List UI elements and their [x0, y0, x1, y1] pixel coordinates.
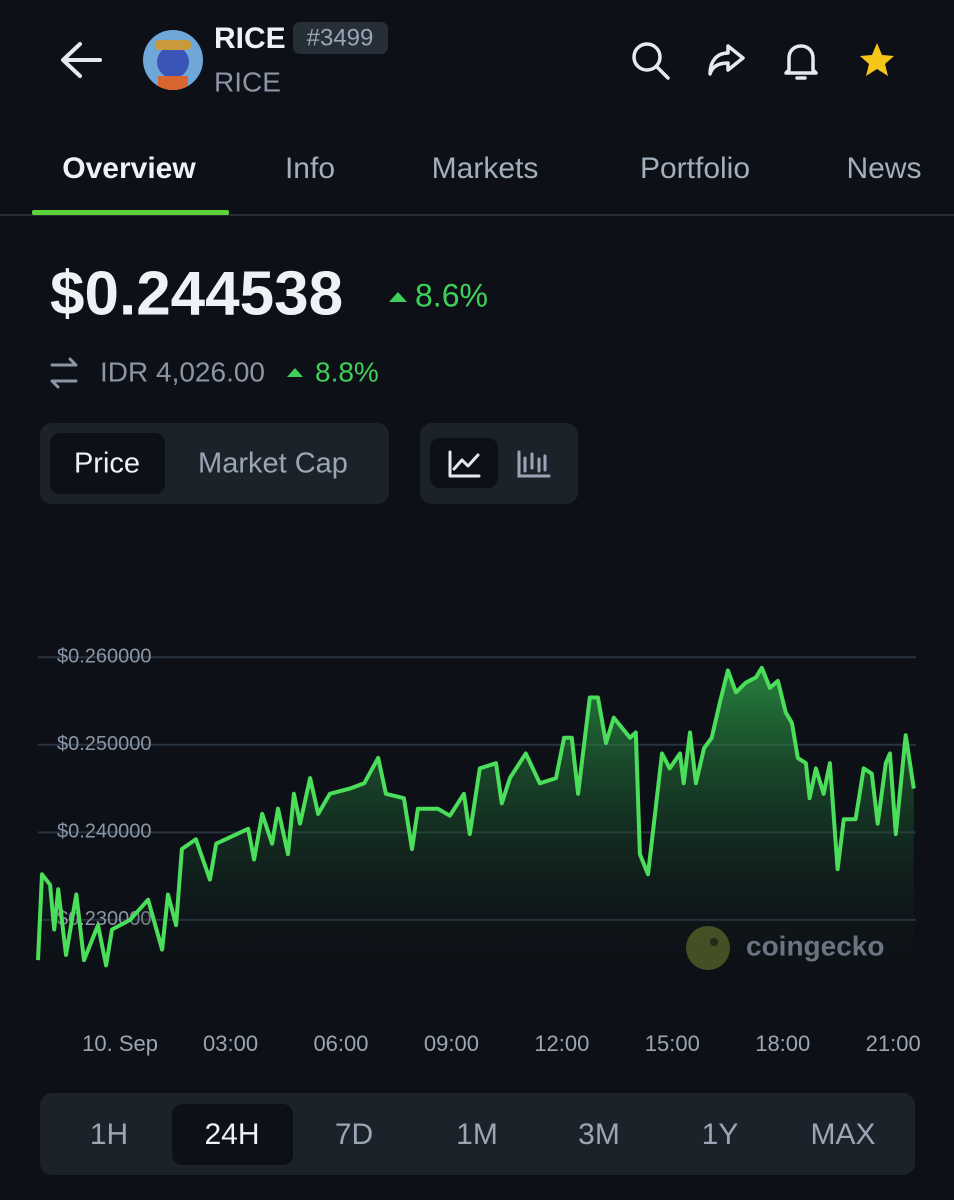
tab[interactable]: Overview: [62, 152, 196, 185]
watermark: coingecko: [686, 926, 884, 970]
x-tick-label: 03:00: [203, 1031, 258, 1056]
range-option[interactable]: 1M: [456, 1118, 498, 1151]
share-icon[interactable]: [708, 44, 745, 76]
y-tick-label: $0.260000: [57, 646, 152, 668]
toggle-price[interactable]: Price: [74, 448, 140, 480]
range-option[interactable]: 1H: [90, 1118, 128, 1151]
back-button[interactable]: [61, 42, 102, 78]
x-tick-label: 18:00: [755, 1031, 810, 1056]
tab[interactable]: Markets: [432, 152, 539, 185]
x-tick-label: 15:00: [645, 1031, 700, 1056]
y-tick-label: $0.250000: [57, 733, 152, 755]
x-tick-label: 12:00: [534, 1031, 589, 1056]
tab[interactable]: News: [846, 152, 921, 185]
line-chart-icon[interactable]: [448, 450, 481, 478]
convert-icon: [50, 357, 78, 389]
price-usd: $0.244538: [50, 259, 343, 328]
toggle-market-cap[interactable]: Market Cap: [198, 448, 348, 480]
candle-chart-icon[interactable]: [517, 450, 551, 478]
tab[interactable]: Portfolio: [640, 152, 750, 185]
bell-icon[interactable]: [784, 44, 818, 80]
range-option[interactable]: 1Y: [702, 1118, 739, 1151]
rank: #3499: [307, 24, 374, 51]
price-change: 8.6%: [415, 277, 488, 313]
y-tick-label: $0.240000: [57, 821, 152, 843]
x-tick-label: 09:00: [424, 1031, 479, 1056]
local-change: 8.8%: [315, 356, 379, 387]
tab-indicator: [32, 210, 229, 215]
range-option[interactable]: 24H: [204, 1118, 259, 1151]
range-option[interactable]: 7D: [335, 1118, 373, 1151]
toggle-selected: [50, 433, 165, 494]
range-option[interactable]: 3M: [578, 1118, 620, 1151]
favorite-star[interactable]: [860, 43, 894, 76]
up-arrow: [287, 368, 303, 377]
up-arrow: [389, 292, 407, 302]
range-selected: [172, 1104, 293, 1165]
range-option[interactable]: MAX: [810, 1118, 875, 1151]
coin-symbol: RICE: [214, 66, 281, 97]
watermark-text: coingecko: [746, 930, 884, 961]
x-tick-label: 21:00: [866, 1031, 921, 1056]
coin-name: RICE: [214, 22, 286, 55]
coin-avatar: [143, 30, 203, 90]
tab-divider: [0, 214, 954, 216]
price-area: [38, 667, 914, 968]
price-local: IDR 4,026.00: [100, 356, 265, 387]
search-icon[interactable]: [632, 42, 670, 80]
rank-badge: [293, 22, 388, 54]
tab[interactable]: Info: [285, 152, 335, 185]
x-tick-label: 10. Sep: [82, 1031, 158, 1056]
x-tick-label: 06:00: [313, 1031, 368, 1056]
price-line: [36, 665, 916, 968]
